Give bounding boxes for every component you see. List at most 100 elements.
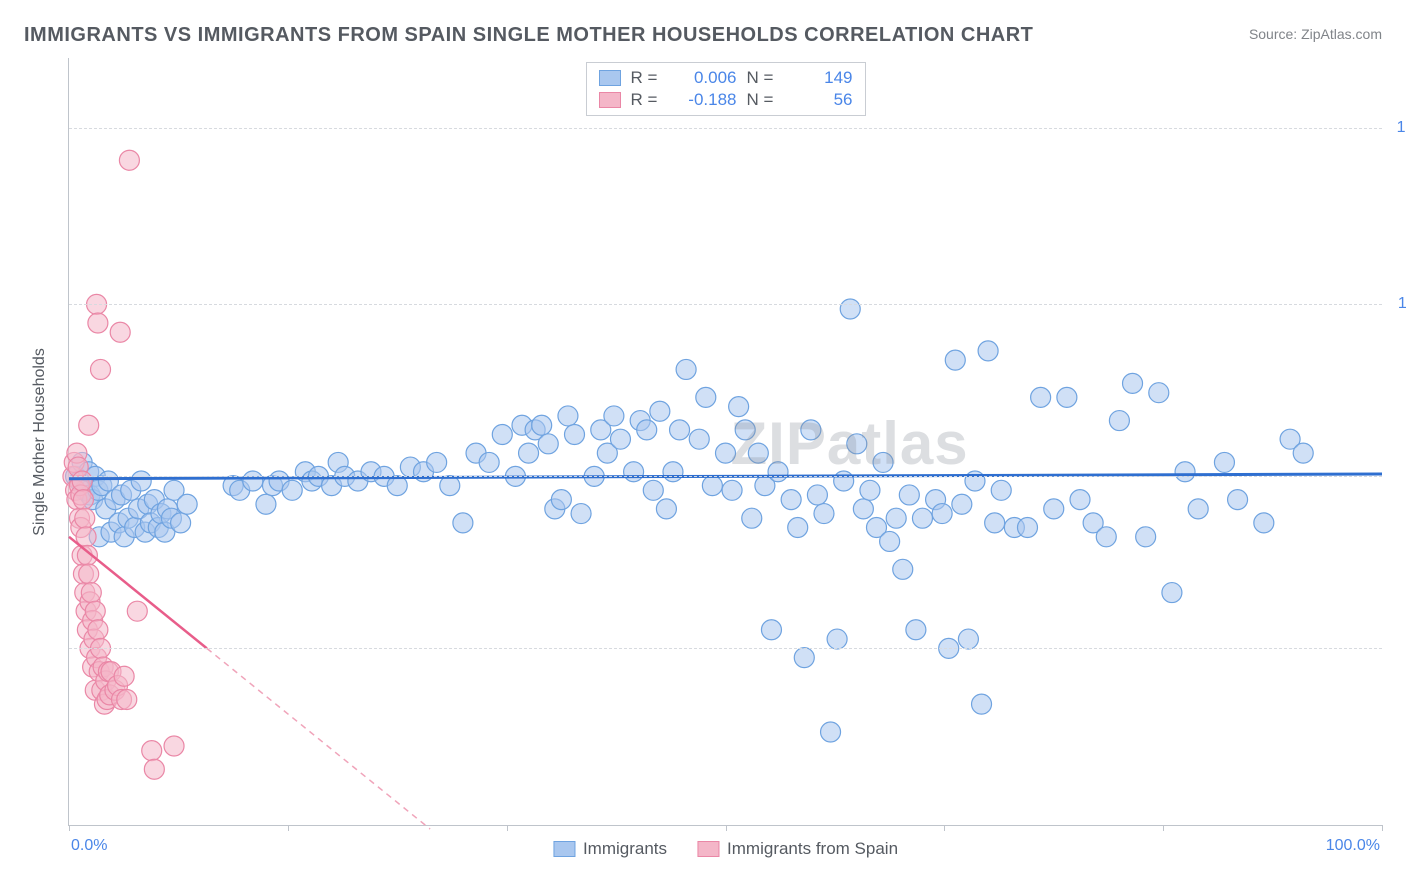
data-point (127, 601, 147, 621)
data-point (656, 499, 676, 519)
x-tick-label: 100.0% (1326, 837, 1380, 855)
data-point (81, 583, 101, 603)
data-point (131, 471, 151, 491)
data-point (761, 620, 781, 640)
plot-container: Single Mother Households ZIPatlas R =0.0… (24, 58, 1382, 866)
plot-area: ZIPatlas R =0.006N =149R =-0.188N =56 Im… (68, 58, 1382, 826)
data-point (880, 531, 900, 551)
legend-item: Immigrants (553, 839, 667, 859)
legend-r-label: R = (631, 90, 667, 110)
legend-n-label: N = (747, 68, 783, 88)
data-point (716, 443, 736, 463)
y-axis-label: Single Mother Households (31, 348, 49, 536)
data-point (88, 620, 108, 640)
data-point (676, 359, 696, 379)
data-point (788, 517, 808, 537)
x-tick (726, 825, 727, 831)
data-point (899, 485, 919, 505)
data-point (79, 415, 99, 435)
legend-swatch (553, 841, 575, 857)
regression-line-extrapolated (207, 648, 430, 829)
data-point (722, 480, 742, 500)
data-point (85, 601, 105, 621)
data-point (945, 350, 965, 370)
correlation-legend: R =0.006N =149R =-0.188N =56 (586, 62, 866, 116)
data-point (77, 545, 97, 565)
data-point (696, 387, 716, 407)
data-point (991, 480, 1011, 500)
data-point (114, 666, 134, 686)
data-point (735, 420, 755, 440)
legend-label: Immigrants (583, 839, 667, 859)
x-tick (288, 825, 289, 831)
data-point (571, 504, 591, 524)
data-point (958, 629, 978, 649)
data-point (729, 397, 749, 417)
legend-item: Immigrants from Spain (697, 839, 898, 859)
data-point (1017, 517, 1037, 537)
data-point (768, 462, 788, 482)
data-point (860, 480, 880, 500)
chart-title: IMMIGRANTS VS IMMIGRANTS FROM SPAIN SING… (24, 24, 1033, 46)
data-point (79, 564, 99, 584)
data-point (75, 508, 95, 528)
legend-swatch (697, 841, 719, 857)
data-point (119, 150, 139, 170)
data-point (1228, 490, 1248, 510)
data-point (177, 494, 197, 514)
data-point (453, 513, 473, 533)
data-point (1070, 490, 1090, 510)
data-point (479, 452, 499, 472)
data-point (978, 341, 998, 361)
data-point (702, 476, 722, 496)
legend-row: R =0.006N =149 (599, 67, 853, 89)
gridline-h (69, 476, 1382, 477)
data-point (807, 485, 827, 505)
data-point (663, 462, 683, 482)
gridline-h (69, 304, 1382, 305)
data-point (492, 425, 512, 445)
data-point (801, 420, 821, 440)
gridline-h (69, 648, 1382, 649)
data-point (282, 480, 302, 500)
data-point (847, 434, 867, 454)
data-point (551, 490, 571, 510)
source-name: ZipAtlas.com (1301, 26, 1382, 42)
x-tick (1163, 825, 1164, 831)
data-point (1136, 527, 1156, 547)
data-point (952, 494, 972, 514)
x-tick (507, 825, 508, 831)
data-point (853, 499, 873, 519)
data-point (827, 629, 847, 649)
data-point (650, 401, 670, 421)
data-point (164, 736, 184, 756)
legend-label: Immigrants from Spain (727, 839, 898, 859)
data-point (1109, 411, 1129, 431)
data-point (748, 443, 768, 463)
data-point (1254, 513, 1274, 533)
data-point (670, 420, 690, 440)
x-tick-label: 0.0% (71, 837, 107, 855)
legend-n-value: 149 (793, 68, 853, 88)
source-attribution: Source: ZipAtlas.com (1249, 26, 1382, 42)
data-point (88, 313, 108, 333)
series-legend: Immigrants Immigrants from Spain (553, 839, 898, 859)
data-point (985, 513, 1005, 533)
data-point (427, 452, 447, 472)
data-point (689, 429, 709, 449)
legend-r-value: -0.188 (677, 90, 737, 110)
chart-header: IMMIGRANTS VS IMMIGRANTS FROM SPAIN SING… (24, 24, 1382, 54)
data-point (912, 508, 932, 528)
data-point (893, 559, 913, 579)
data-point (886, 508, 906, 528)
data-point (144, 759, 164, 779)
data-point (1293, 443, 1313, 463)
data-point (1149, 383, 1169, 403)
data-point (742, 508, 762, 528)
data-point (1123, 373, 1143, 393)
data-point (794, 648, 814, 668)
data-point (1057, 387, 1077, 407)
data-point (1044, 499, 1064, 519)
data-point (643, 480, 663, 500)
source-prefix: Source: (1249, 26, 1301, 42)
